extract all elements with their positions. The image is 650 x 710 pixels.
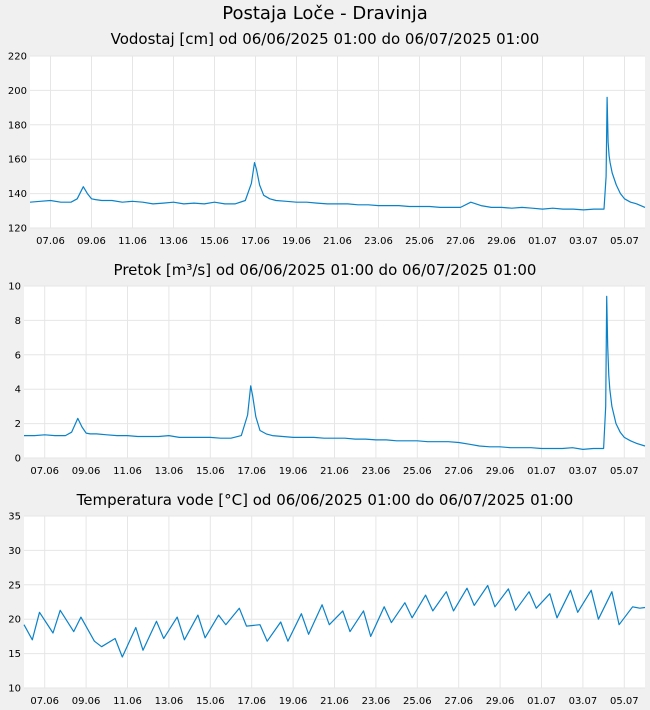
chart-title-water-temperature: Temperatura vode [°C] od 06/06/2025 01:0… xyxy=(76,491,574,509)
x-tick-label: 11.06 xyxy=(118,236,147,247)
x-tick-label: 29.06 xyxy=(486,466,515,477)
x-tick-label: 29.06 xyxy=(487,236,516,247)
x-tick-label: 17.06 xyxy=(237,466,266,477)
y-tick-label: 200 xyxy=(8,86,27,97)
x-tick-label: 27.06 xyxy=(444,466,473,477)
y-tick-label: 2 xyxy=(15,419,21,430)
x-tick-label: 19.06 xyxy=(282,236,311,247)
x-tick-label: 03.07 xyxy=(569,696,598,707)
x-tick-label: 07.06 xyxy=(30,466,59,477)
discharge-chart: 0 2 4 6 8 10 07.06 09.06 11.06 13.06 15.06 17.06 19.… xyxy=(8,282,646,477)
y-tick-label: 15 xyxy=(8,649,21,660)
y-tick-label: 10 xyxy=(8,684,21,695)
x-tick-label: 15.06 xyxy=(196,696,225,707)
x-tick-label: 29.06 xyxy=(486,696,515,707)
x-tick-label: 09.06 xyxy=(77,236,106,247)
x-tick-label: 27.06 xyxy=(444,696,473,707)
x-tick-label: 13.06 xyxy=(155,466,184,477)
y-tick-label: 25 xyxy=(8,580,21,591)
series-line xyxy=(23,584,646,658)
x-tick-label: 19.06 xyxy=(279,696,308,707)
x-tick-label: 23.06 xyxy=(362,466,391,477)
y-tick-label: 4 xyxy=(15,385,21,396)
y-tick-label: 20 xyxy=(8,615,21,626)
x-tick-label: 23.06 xyxy=(362,696,391,707)
x-tick-label: 11.06 xyxy=(113,466,142,477)
x-tick-label: 01.07 xyxy=(527,696,556,707)
x-tick-label: 05.07 xyxy=(610,466,639,477)
y-tick-label: 160 xyxy=(8,155,27,166)
y-tick-label: 8 xyxy=(15,316,21,327)
station-title: Postaja Loče - Dravinja xyxy=(222,3,428,24)
x-tick-label: 25.06 xyxy=(403,466,432,477)
chart-title-water-level: Vodostaj [cm] od 06/06/2025 01:00 do 06/… xyxy=(110,30,540,48)
x-tick-label: 25.06 xyxy=(405,236,434,247)
x-tick-label: 03.07 xyxy=(569,236,598,247)
series-line xyxy=(29,96,646,211)
series-line xyxy=(24,295,646,450)
x-tick-label: 09.06 xyxy=(72,696,101,707)
chart-title-discharge: Pretok [m³/s] od 06/06/2025 01:00 do 06/… xyxy=(113,261,537,279)
x-tick-label: 25.06 xyxy=(403,696,432,707)
x-tick-label: 21.06 xyxy=(320,696,349,707)
x-tick-label: 05.07 xyxy=(610,696,639,707)
x-tick-label: 01.07 xyxy=(527,466,556,477)
water-level-chart: 120 140 160 180 200 220 07.06 09.06 11.06 13.06 15… xyxy=(8,52,646,247)
x-tick-label: 03.07 xyxy=(569,466,598,477)
x-tick-label: 15.06 xyxy=(196,466,225,477)
y-tick-label: 140 xyxy=(8,189,27,200)
x-tick-label: 23.06 xyxy=(364,236,393,247)
x-tick-label: 07.06 xyxy=(36,236,65,247)
y-tick-label: 0 xyxy=(15,454,21,465)
x-tick-label: 13.06 xyxy=(159,236,188,247)
x-tick-label: 01.07 xyxy=(528,236,557,247)
x-tick-label: 15.06 xyxy=(200,236,229,247)
x-tick-label: 05.07 xyxy=(610,236,639,247)
y-tick-label: 35 xyxy=(8,512,21,523)
x-tick-label: 09.06 xyxy=(72,466,101,477)
x-tick-label: 27.06 xyxy=(446,236,475,247)
x-tick-label: 13.06 xyxy=(155,696,184,707)
x-tick-label: 17.06 xyxy=(237,696,266,707)
y-tick-label: 120 xyxy=(8,224,27,235)
x-tick-label: 11.06 xyxy=(113,696,142,707)
x-tick-label: 19.06 xyxy=(279,466,308,477)
y-tick-label: 180 xyxy=(8,120,27,131)
y-tick-label: 220 xyxy=(8,52,27,63)
y-tick-label: 6 xyxy=(15,350,21,361)
x-tick-label: 21.06 xyxy=(320,466,349,477)
x-tick-label: 07.06 xyxy=(30,696,59,707)
x-tick-label: 17.06 xyxy=(241,236,270,247)
x-tick-label: 21.06 xyxy=(323,236,352,247)
y-tick-label: 10 xyxy=(8,282,21,293)
y-tick-label: 30 xyxy=(8,546,21,557)
